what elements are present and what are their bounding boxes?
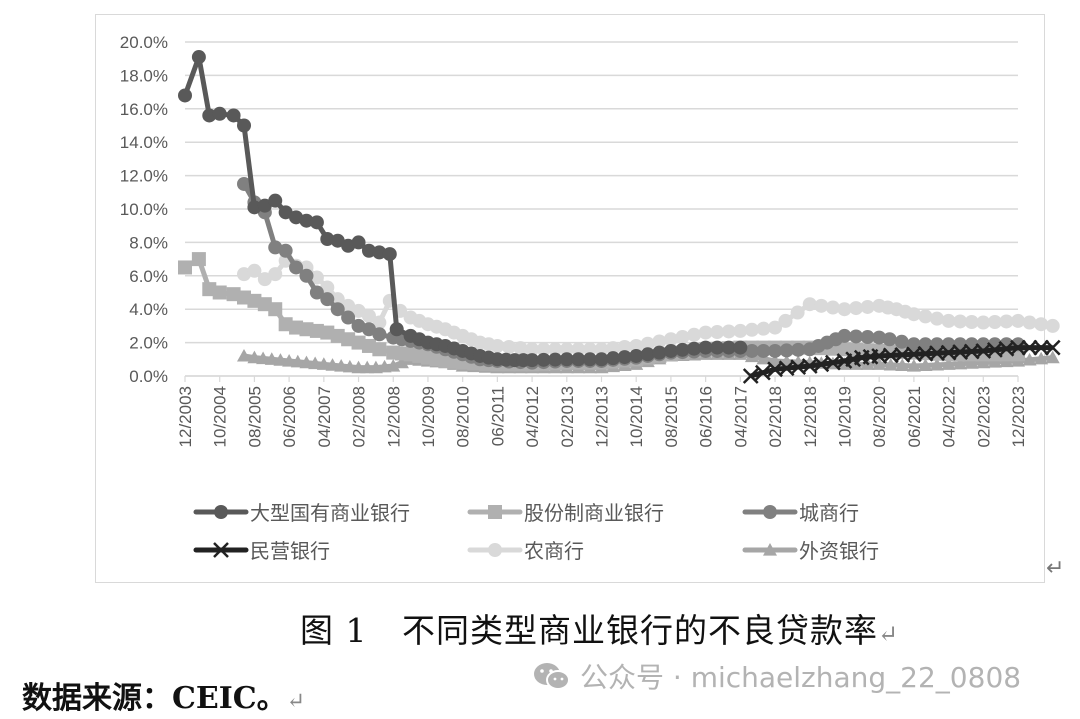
series-3	[742, 339, 1061, 384]
legend-item: 城商行	[742, 501, 859, 525]
x-tick-label: 04/2007	[315, 386, 334, 447]
legend-item: 股份制商业银行	[467, 501, 664, 525]
x-tick-label: 02/2008	[350, 386, 369, 447]
legend-label: 股份制商业银行	[524, 501, 664, 525]
legend-item: 农商行	[467, 539, 584, 563]
y-tick-label: 4.0%	[129, 300, 168, 319]
x-tick-label: 06/2016	[697, 386, 716, 447]
y-tick-label: 18.0%	[120, 66, 168, 85]
x-tick-label: 10/2004	[211, 386, 230, 447]
x-tick-label: 12/2013	[593, 386, 612, 447]
y-tick-label: 16.0%	[120, 100, 168, 119]
npl-line-chart: 0.0% 2.0% 4.0% 6.0% 8.0% 10.0% 12.0% 14.0% 16.0%…	[120, 33, 1061, 563]
y-tick-label: 6.0%	[129, 267, 168, 286]
x-tick-label: 04/2017	[731, 386, 750, 447]
legend-item: 大型国有商业银行	[193, 501, 410, 525]
legend-label: 城商行	[799, 501, 859, 525]
x-tick-label: 12/2023	[1009, 386, 1028, 447]
legend-item: 民营银行	[193, 539, 330, 563]
series-lines	[178, 50, 1061, 384]
frame-return-mark: ↵	[1046, 556, 1065, 581]
y-axis-ticks: 0.0% 2.0% 4.0% 6.0% 8.0% 10.0% 12.0% 14.0% 16.0%…	[120, 33, 168, 386]
watermark-text: 公众号 · michaelzhang_22_0808	[580, 661, 1022, 694]
x-tick-label: 08/2015	[662, 386, 681, 447]
x-tick-label: 06/2006	[280, 386, 299, 447]
x-tick-label: 08/2020	[870, 386, 889, 447]
figure-caption: 图 1 不同类型商业银行的不良贷款率↵	[300, 604, 899, 652]
caption-return-mark: ↵	[877, 620, 900, 648]
y-tick-label: 8.0%	[129, 233, 168, 252]
x-tick-label: 10/2014	[627, 386, 646, 447]
y-tick-label: 0.0%	[129, 367, 168, 386]
x-axis: 12/2003 10/2004 08/2005 06/2006 04/2007 02/20…	[176, 375, 1028, 447]
source-text: 数据来源：CEIC。	[22, 681, 287, 716]
y-tick-label: 2.0%	[129, 334, 168, 353]
legend-item: 外资银行	[742, 539, 879, 563]
x-tick-label: 06/2021	[905, 386, 924, 447]
legend-label: 民营银行	[250, 539, 330, 563]
figure-label: 图 1	[300, 611, 368, 650]
data-source-note: 数据来源：CEIC。↵	[22, 673, 305, 717]
series-0	[178, 50, 748, 368]
x-tick-label: 12/2003	[176, 386, 195, 447]
x-tick-label: 10/2009	[419, 386, 438, 447]
x-tick-label: 08/2005	[245, 386, 264, 447]
x-tick-label: 02/2018	[766, 386, 785, 447]
x-tick-label: 06/2011	[488, 386, 507, 446]
y-tick-label: 14.0%	[120, 133, 168, 152]
chart-frame	[95, 14, 1045, 583]
legend-label: 大型国有商业银行	[250, 501, 410, 525]
y-tick-label: 12.0%	[120, 167, 168, 186]
watermark: 公众号 · michaelzhang_22_0808	[532, 656, 1021, 696]
x-tick-label: 04/2022	[940, 386, 959, 447]
x-tick-label: 12/2018	[801, 386, 820, 447]
x-tick-label: 08/2010	[454, 386, 473, 447]
x-tick-label: 02/2013	[558, 386, 577, 447]
wechat-icon	[534, 663, 570, 690]
x-tick-label: 10/2019	[835, 386, 854, 447]
y-tick-label: 20.0%	[120, 33, 168, 52]
x-tick-label: 04/2012	[523, 386, 542, 447]
legend-label: 外资银行	[799, 539, 879, 563]
figure-title: 不同类型商业银行的不良贷款率	[401, 611, 878, 650]
legend-label: 农商行	[524, 539, 584, 563]
source-return-mark: ↵	[286, 689, 306, 714]
x-tick-label: 02/2023	[974, 386, 993, 447]
x-tick-label: 12/2008	[384, 386, 403, 447]
series-4	[237, 253, 1060, 357]
y-tick-label: 10.0%	[120, 200, 168, 219]
